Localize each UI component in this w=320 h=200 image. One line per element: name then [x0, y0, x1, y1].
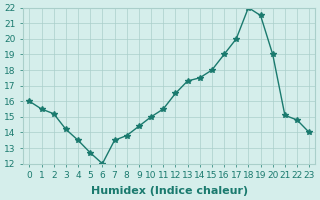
X-axis label: Humidex (Indice chaleur): Humidex (Indice chaleur) — [91, 186, 248, 196]
